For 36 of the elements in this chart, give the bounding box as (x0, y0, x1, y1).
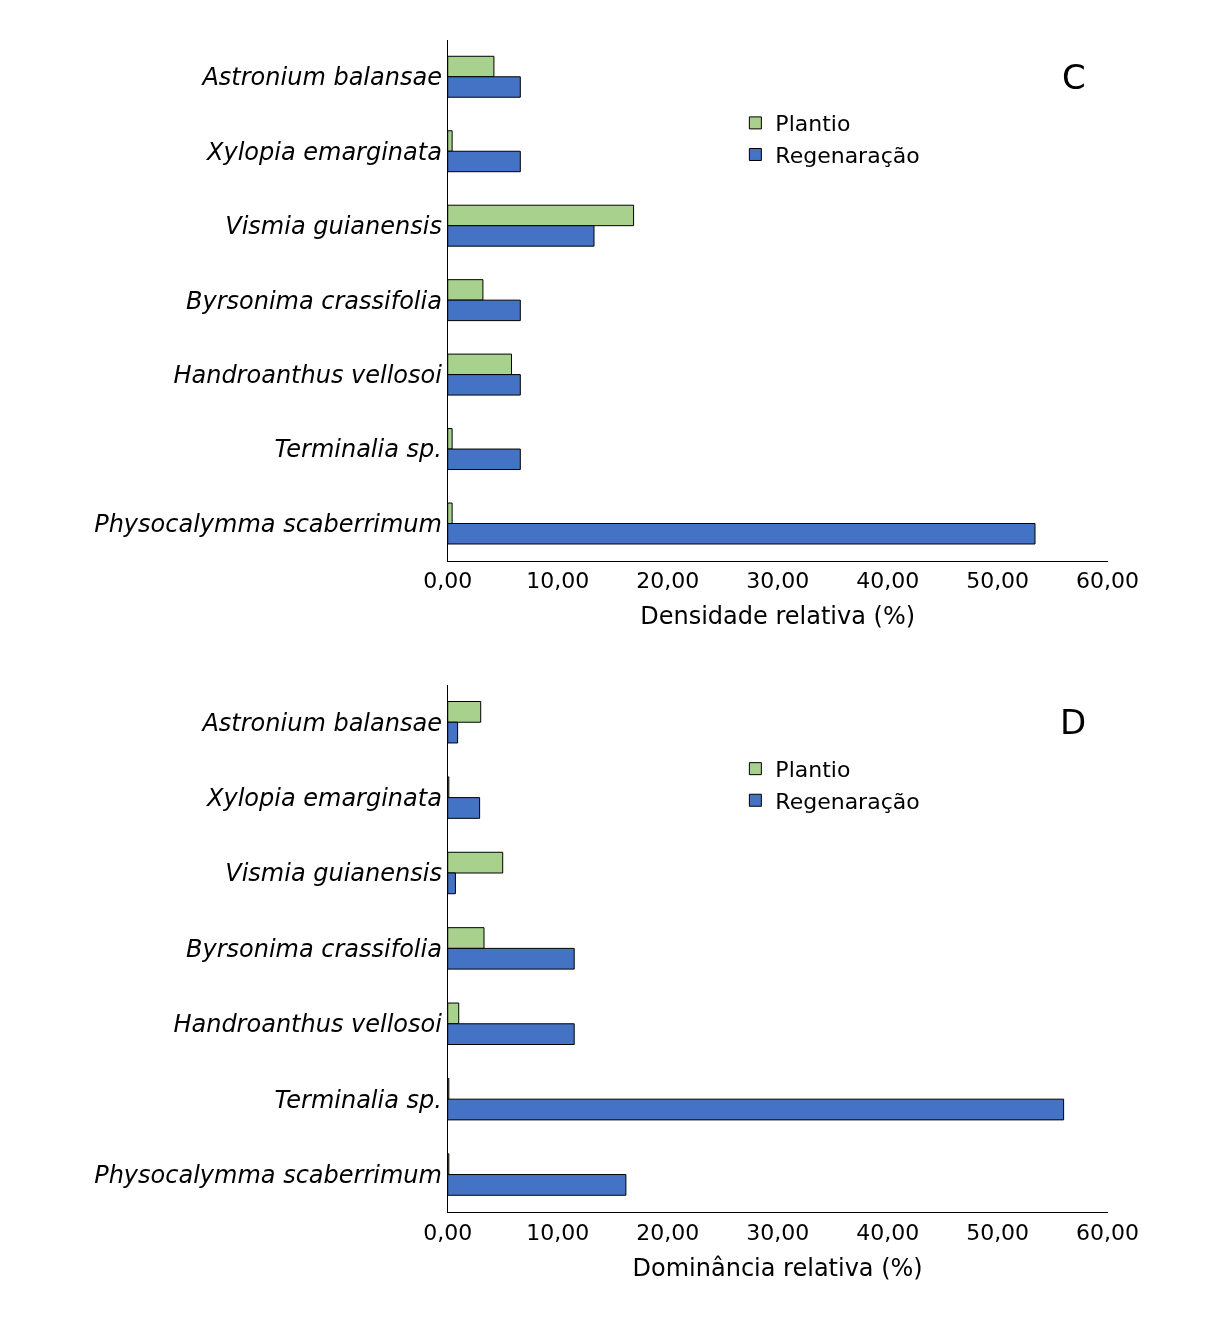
y-tick-label: Physocalymma scaberrimum (94, 509, 442, 538)
legend-label: Regenaração (775, 788, 920, 814)
y-tick-label: Handroanthus vellosoi (173, 361, 443, 390)
y-tick-label: Byrsonima crassifolia (185, 286, 442, 315)
x-tick-label: 10,00 (526, 568, 590, 594)
x-tick-label: 30,00 (746, 1219, 810, 1245)
legend-label: Plantio (775, 757, 851, 783)
x-tick-label: 10,00 (526, 1219, 590, 1245)
y-tick-label: Vismia guianensis (225, 859, 442, 888)
y-tick-label: Xylopia emarginata (205, 784, 442, 813)
y-tick-label: Terminalia sp. (274, 1085, 442, 1114)
x-tick-label: 20,00 (636, 568, 700, 594)
x-tick-label: 30,00 (746, 568, 810, 594)
x-tick-label: 40,00 (856, 568, 920, 594)
x-tick-label: 60,00 (1076, 568, 1140, 594)
annotation: C (1062, 57, 1086, 97)
x-tick-label: 0,00 (423, 568, 473, 594)
y-tick-label: Vismia guianensis (225, 212, 442, 241)
y-tick-label: Byrsonima crassifolia (185, 934, 442, 963)
y-tick-label: Xylopia emarginata (205, 137, 442, 166)
y-tick-label: Terminalia sp. (274, 435, 442, 464)
x-tick-label: 20,00 (636, 1219, 700, 1245)
y-tick-label: Handroanthus vellosoi (173, 1010, 443, 1039)
x-tick-label: 0,00 (423, 1219, 473, 1245)
x-tick-label: 60,00 (1076, 1219, 1140, 1245)
x-tick-label: 50,00 (966, 568, 1030, 594)
y-tick-label: Physocalymma scaberrimum (94, 1160, 442, 1189)
x-tick-label: 40,00 (856, 1219, 920, 1245)
x-axis-title: Densidade relativa (%) (640, 602, 916, 631)
legend-label: Plantio (775, 111, 851, 137)
x-axis-title: Dominância relativa (%) (632, 1253, 923, 1282)
y-tick-label: Astronium balansae (200, 708, 442, 737)
x-tick-label: 50,00 (966, 1219, 1030, 1245)
y-tick-label: Astronium balansae (200, 63, 442, 92)
legend-label: Regenaração (775, 143, 920, 169)
annotation: D (1060, 702, 1087, 742)
